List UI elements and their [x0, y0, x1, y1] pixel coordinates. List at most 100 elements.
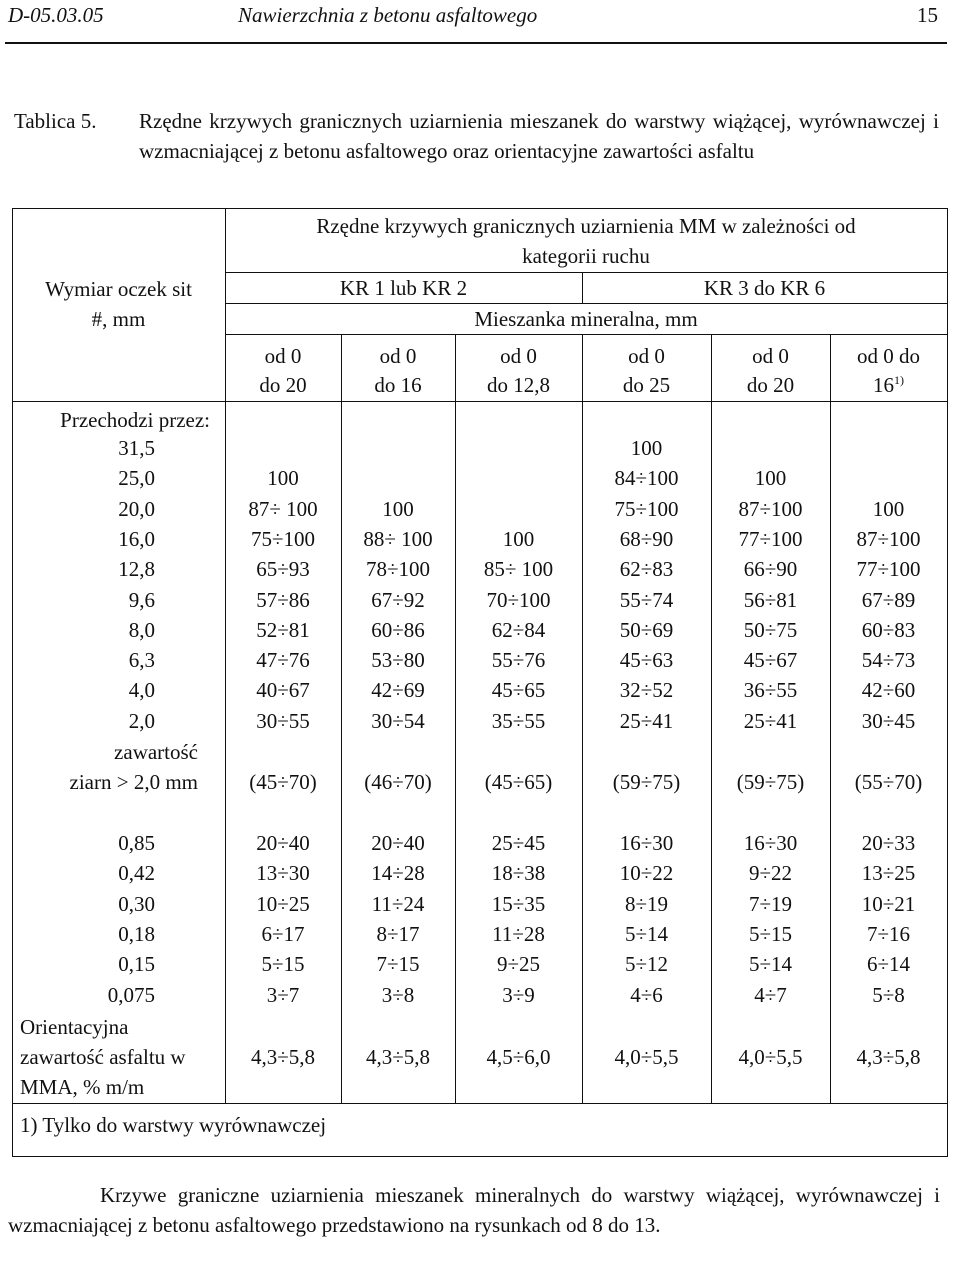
table-cell: 100: [630, 436, 663, 460]
table-cell: 4,3÷5,8: [250, 1045, 316, 1069]
table-cell: (45÷70): [249, 770, 317, 794]
sieve-size: 0,075: [107, 982, 155, 1007]
table-cell: 3÷7: [266, 982, 300, 1007]
sieve-size: 6,3: [128, 648, 155, 673]
table-cell: 56÷81: [743, 587, 798, 612]
table-divider: [582, 334, 583, 1104]
content-label-line1: zawartość: [114, 740, 198, 764]
table-border: [12, 208, 13, 1157]
table-cell: 77÷100: [738, 526, 803, 551]
table-cell: 25÷41: [619, 708, 674, 733]
main-header-line1: Rzędne krzywych granicznych uziarnienia …: [316, 214, 856, 238]
stub-header-line2: #, mm: [91, 307, 146, 331]
table-cell: 20÷40: [256, 831, 310, 855]
table-cell: 54÷73: [861, 648, 916, 673]
column-header-line2: do 16: [374, 373, 422, 397]
table-cell: 78÷100: [365, 557, 431, 582]
table-cell: 57÷86: [256, 587, 310, 612]
table-cell: 6÷17: [261, 921, 305, 946]
table-cell: 62÷84: [491, 617, 546, 642]
table-cell: 9÷22: [748, 861, 793, 886]
table-caption-text: Rzędne krzywych granicznych uziarnienia …: [139, 109, 939, 163]
table-cell: 100: [502, 526, 535, 551]
table-divider: [341, 334, 342, 1104]
table-cell: 5÷15: [261, 952, 305, 977]
column-header-line2: do 20: [259, 373, 307, 397]
table-divider: [12, 401, 948, 402]
table-cell: 42÷69: [371, 678, 425, 703]
table-cell: 53÷80: [371, 648, 425, 673]
table-cell: 4,3÷5,8: [365, 1045, 431, 1069]
table-divider: [12, 1103, 948, 1104]
table-divider: [225, 334, 947, 335]
table-cell: (46÷70): [364, 770, 432, 794]
table-cell: 9÷25: [496, 952, 541, 977]
table-cell: 4÷7: [754, 982, 787, 1007]
table-cell: 4,3÷5,8: [856, 1045, 921, 1069]
table-cell: 45÷63: [619, 648, 674, 673]
table-cell: 5÷14: [748, 952, 793, 977]
column-header-line1: od 0 do: [857, 344, 920, 368]
table-cell: 77÷100: [856, 557, 921, 582]
sieve-size: 16,0: [118, 526, 155, 551]
table-cell: 47÷76: [256, 648, 310, 673]
asphalt-label-line2: zawartość asfaltu w: [20, 1045, 186, 1069]
table-cell: 10÷22: [619, 861, 674, 886]
sieve-size: 8,0: [128, 617, 155, 642]
table-cell: 13÷25: [861, 861, 916, 886]
table-cell: (55÷70): [854, 770, 923, 794]
table-cell: 36÷55: [743, 678, 798, 703]
sieve-size: 31,5: [118, 436, 155, 460]
table-cell: 25÷45: [491, 831, 546, 855]
sieve-size: 2,0: [128, 708, 155, 733]
table-cell: 10÷25: [256, 891, 310, 916]
table-cell: 7÷15: [376, 952, 420, 977]
table-cell: 4,5÷6,0: [486, 1045, 551, 1069]
table-cell: 7÷19: [748, 891, 793, 916]
table-cell: 13÷30: [256, 861, 310, 886]
main-header-line2: kategorii ruchu: [522, 244, 650, 268]
page-number: 15: [917, 3, 938, 27]
sieve-size: 20,0: [118, 496, 155, 521]
table-cell: 5÷15: [748, 921, 793, 946]
table-cell: 52÷81: [256, 617, 310, 642]
group-header-kr12: KR 1 lub KR 2: [339, 276, 468, 300]
table-cell: 100: [267, 466, 299, 491]
table-cell: 25÷41: [743, 708, 798, 733]
table-cell: 66÷90: [743, 557, 798, 582]
table-cell: 4,0÷5,5: [614, 1045, 679, 1069]
table-divider: [830, 334, 831, 1104]
table-cell: 5÷14: [624, 921, 669, 946]
table-cell: 30÷54: [371, 708, 425, 733]
table-cell: 16÷30: [743, 831, 798, 855]
table-cell: 8÷17: [376, 921, 420, 946]
table-cell: 70÷100: [486, 587, 551, 612]
table-cell: 45÷67: [743, 648, 798, 673]
column-header-line1: od 0: [500, 344, 537, 368]
table-cell: 4÷6: [630, 982, 663, 1007]
table-cell: 100: [382, 496, 414, 521]
document-code: D-05.03.05: [8, 3, 104, 27]
table-cell: 15÷35: [491, 891, 546, 916]
table-cell: 67÷92: [371, 587, 425, 612]
table-cell: 40÷67: [256, 678, 310, 703]
column-header-line1: od 0: [264, 344, 302, 368]
table-cell: 5÷12: [624, 952, 669, 977]
asphalt-label-line3: MMA, % m/m: [20, 1075, 145, 1099]
table-cell: 18÷38: [491, 861, 546, 886]
table-cell: 45÷65: [491, 678, 546, 703]
table-cell: 4,0÷5,5: [738, 1045, 803, 1069]
passes-label: Przechodzi przez:: [60, 408, 210, 432]
sieve-size: 12,8: [118, 557, 155, 582]
table-cell: (45÷65): [484, 770, 553, 794]
table-cell: 88÷ 100: [363, 526, 433, 551]
table-cell: 85÷ 100: [483, 557, 554, 582]
table-cell: 14÷28: [371, 861, 425, 886]
column-header-line2: do 12,8: [487, 373, 550, 397]
table-cell: 42÷60: [861, 678, 916, 703]
table-cell: 30÷45: [861, 708, 916, 733]
table-divider: [225, 208, 226, 1104]
table-cell: 11÷28: [492, 921, 545, 946]
page-header: D-05.03.05 Nawierzchnia z betonu asfalto…: [8, 0, 948, 32]
table-cell: 3÷8: [381, 982, 415, 1007]
